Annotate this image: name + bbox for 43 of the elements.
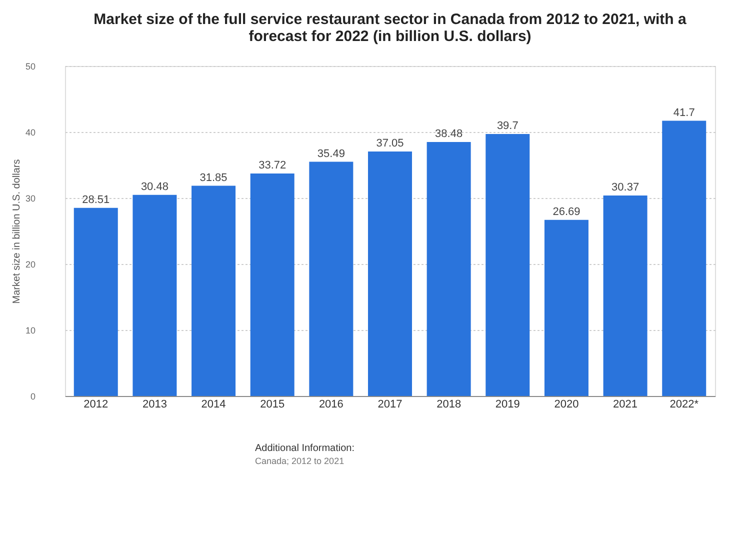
x-tick-label: 2018 — [436, 398, 462, 410]
y-tick-label: 0 — [30, 392, 36, 402]
data-label: 28.51 — [82, 194, 110, 206]
data-label: 26.69 — [552, 206, 580, 218]
data-label: 38.48 — [435, 128, 463, 140]
chart-title: Market size of the full service restaurant sector in Canada from 2012 to 2021, with a forecast for 2022 (in billion U.S. dollars) — [94, 11, 688, 45]
y-tick-label: 20 — [25, 260, 36, 270]
bar — [132, 194, 177, 396]
bar — [192, 186, 236, 396]
y-axis-title: Market size in billion U.S. dollars — [11, 159, 22, 304]
bar — [662, 120, 706, 396]
y-tick-label: 10 — [25, 326, 36, 336]
bar — [309, 162, 354, 396]
bar — [544, 220, 588, 396]
bar — [603, 196, 648, 396]
data-label: 31.85 — [200, 172, 228, 184]
bar — [368, 151, 412, 396]
y-tick-label: 50 — [25, 62, 36, 72]
text: Canada; 2012 to 2021 — [255, 456, 344, 466]
data-label: 30.48 — [140, 180, 168, 193]
data-label: 37.05 — [376, 137, 404, 150]
bar — [486, 134, 530, 396]
x-tick-label: 2014 — [201, 398, 226, 410]
data-label: 39.7 — [496, 120, 518, 132]
x-tick-label: 2017 — [378, 398, 402, 410]
x-tick-label: 2013 — [142, 398, 167, 410]
y-tick-label: 30 — [25, 194, 36, 204]
y-tick-label: 40 — [25, 128, 36, 138]
bar — [74, 208, 118, 396]
data-label: 35.49 — [317, 148, 345, 160]
x-tick-label: 2012 — [84, 398, 108, 410]
x-tick-label: 2015 — [260, 398, 285, 410]
bar — [250, 173, 294, 396]
data-label: 41.7 — [673, 106, 695, 119]
x-tick-label: 2021 — [613, 398, 638, 410]
data-label: 33.72 — [258, 159, 286, 172]
x-tick-label: 2016 — [318, 398, 344, 410]
x-tick-label: 2019 — [495, 398, 520, 410]
data-label: 30.37 — [612, 182, 640, 194]
x-tick-label: 2020 — [554, 398, 579, 410]
bar — [426, 142, 471, 396]
text: Additional Information: — [255, 443, 355, 454]
x-tick-label: 2022* — [670, 398, 700, 410]
